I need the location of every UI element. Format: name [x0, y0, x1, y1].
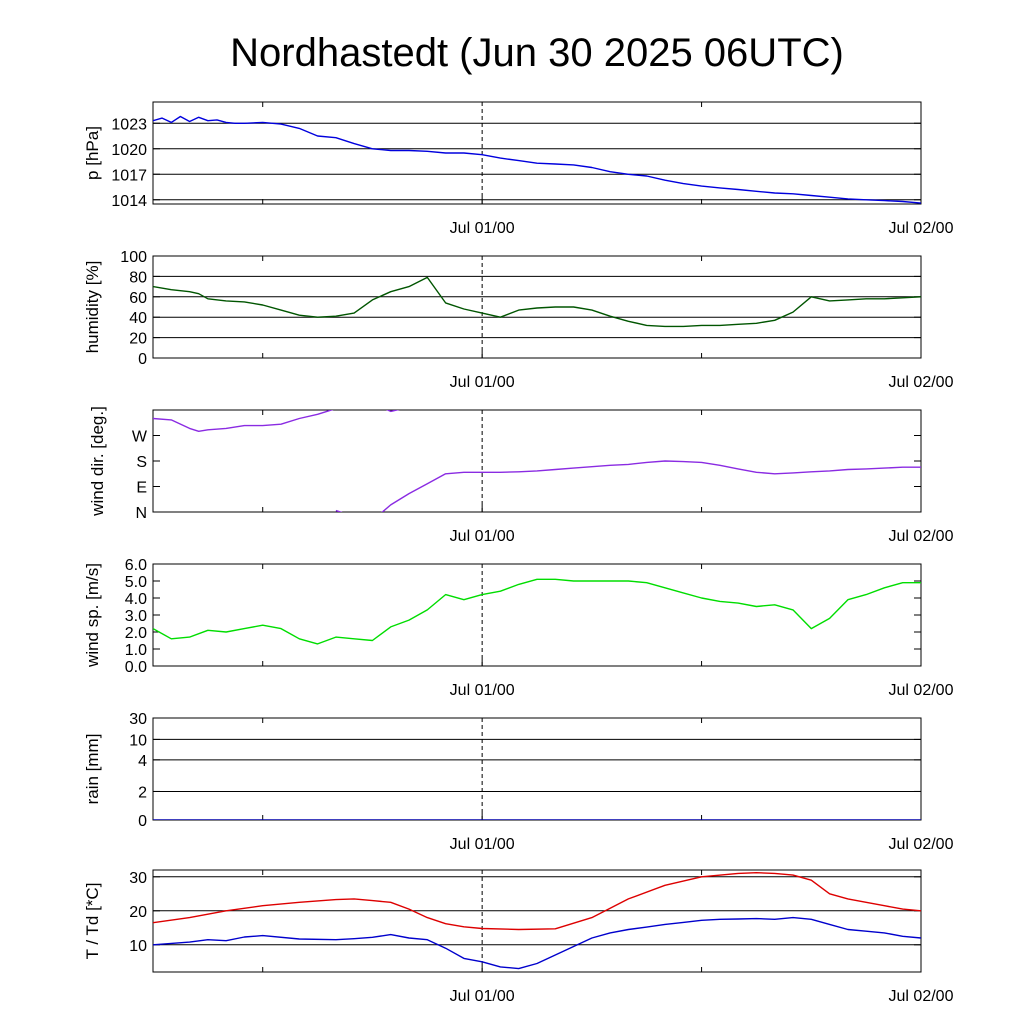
series-line-1: [153, 115, 921, 204]
y-tick-label: 100: [120, 249, 147, 266]
plot-frame: [152, 101, 922, 205]
series-line-1: [153, 410, 400, 432]
panel-4: 0.01.02.03.04.05.06.0 Jul 01/00 Jul 02/00 w…: [83, 557, 954, 699]
x-tick-label: Jul 01/00: [450, 836, 515, 853]
series-line-1: [153, 276, 921, 328]
y-axis-label: T / Td [*C]: [83, 883, 102, 960]
y-axis-label: rain [mm]: [83, 734, 102, 805]
y-tick-label: 20: [129, 904, 147, 921]
y-axis-label: wind dir. [deg.]: [88, 406, 107, 517]
y-tick-label: E: [136, 480, 147, 497]
y-axis-label: humidity [%]: [83, 261, 102, 354]
x-tick-label: Jul 02/00: [889, 836, 954, 853]
x-tick-label: Jul 01/00: [450, 374, 515, 391]
y-tick-label: 40: [129, 310, 147, 327]
y-tick-label: 10: [129, 732, 147, 749]
y-tick-label: 1023: [111, 116, 147, 133]
series-line-1: [153, 578, 921, 645]
x-tick-label: Jul 02/00: [889, 682, 954, 699]
y-tick-label: 30: [129, 711, 147, 728]
y-tick-label: W: [132, 429, 148, 446]
panel-1: 1014 1017 1020 1023 Jul 01/00 Jul 02/00 p [hPa…: [83, 101, 954, 237]
y-tick-label: 80: [129, 269, 147, 286]
series-line-2: [335, 460, 921, 512]
series-line-2: [153, 916, 921, 970]
y-tick-label: 0: [138, 351, 147, 368]
y-tick-label: 1020: [111, 142, 147, 159]
plot-frame: [152, 869, 922, 973]
y-tick-label: N: [135, 505, 147, 522]
y-tick-label: 2: [138, 784, 147, 801]
y-tick-label: 60: [129, 290, 147, 307]
x-tick-label: Jul 01/00: [450, 988, 515, 1005]
x-tick-label: Jul 01/00: [450, 682, 515, 699]
y-tick-label: 6.0: [125, 557, 147, 574]
y-tick-label: 4: [138, 753, 147, 770]
y-axis-label: wind sp. [m/s]: [83, 563, 102, 668]
x-tick-label: Jul 02/00: [889, 220, 954, 237]
y-tick-label: 20: [129, 331, 147, 348]
x-tick-label: Jul 01/00: [450, 220, 515, 237]
panel-6: 10 20 30 Jul 01/00 Jul 02/00 T / Td [*C]: [83, 869, 954, 1005]
panel-2: 0 20 40 60 80 100 Jul 01/00 Jul 02/00 humidity […: [83, 249, 954, 391]
y-tick-label: 2.0: [125, 625, 147, 642]
x-tick-label: Jul 02/00: [889, 988, 954, 1005]
y-tick-label: 0: [138, 813, 147, 830]
y-axis-label: p [hPa]: [83, 126, 102, 180]
x-tick-label: Jul 02/00: [889, 374, 954, 391]
x-tick-label: Jul 01/00: [450, 528, 515, 545]
y-tick-label: 3.0: [125, 608, 147, 625]
panel-5: 0 2 4 10 30 Jul 01/00 Jul 02/00 rain [mm]: [83, 711, 954, 853]
chart-title: Nordhastedt (Jun 30 2025 06UTC): [230, 31, 844, 75]
plot-frame: [152, 717, 922, 821]
y-tick-label: S: [136, 454, 147, 471]
y-tick-label: 4.0: [125, 591, 147, 608]
plot-frame: [152, 255, 922, 359]
x-tick-label: Jul 02/00: [889, 528, 954, 545]
y-tick-label: 1.0: [125, 642, 147, 659]
y-tick-label: 0.0: [125, 659, 147, 676]
y-tick-label: 5.0: [125, 574, 147, 591]
series-line-1: [153, 872, 921, 931]
y-tick-label: 30: [129, 870, 147, 887]
y-tick-label: 10: [129, 938, 147, 955]
y-tick-label: 1014: [111, 193, 147, 210]
y-tick-label: 1017: [111, 167, 147, 184]
